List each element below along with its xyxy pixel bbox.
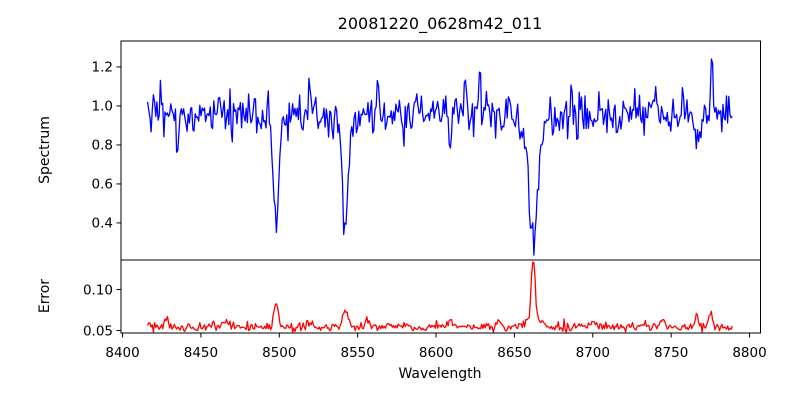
x-tick-label: 8600 <box>419 345 453 361</box>
plot-content: 0.4 0.6 0.8 1.0 1.2 0.05 0.10 8400 8450 8500 8550 8… <box>83 40 767 361</box>
x-tick-label: 8800 <box>732 345 766 361</box>
x-tick-label: 8550 <box>340 345 374 361</box>
x-tick-label: 8750 <box>654 345 688 361</box>
y-tick-label: 0.6 <box>92 177 113 193</box>
y-tick-label: 1.2 <box>92 60 113 76</box>
x-tick-label: 8450 <box>184 345 218 361</box>
chart-title: 20081220_0628m42_011 <box>338 14 543 34</box>
x-tick-label: 8650 <box>497 345 531 361</box>
y-tick-label: 1.0 <box>92 99 113 115</box>
x-tick-label: 8500 <box>262 345 296 361</box>
panel-frame-spectrum <box>120 40 761 261</box>
x-tick-label: 8700 <box>576 345 610 361</box>
x-axis-label: Wavelength <box>398 366 481 382</box>
y-axis-label-spectrum: Spectrum <box>37 116 53 184</box>
x-tick-label: 8400 <box>105 345 139 361</box>
y-tick-label: 0.4 <box>92 216 113 232</box>
panel-frame-error <box>120 259 761 334</box>
spectrum-line <box>146 58 733 256</box>
y-axis-label-error: Error <box>37 279 53 313</box>
y-tick-label: 0.05 <box>83 323 113 339</box>
y-tick-label: 0.10 <box>83 282 113 298</box>
error-line <box>147 261 733 333</box>
y-tick-label: 0.8 <box>92 138 113 154</box>
